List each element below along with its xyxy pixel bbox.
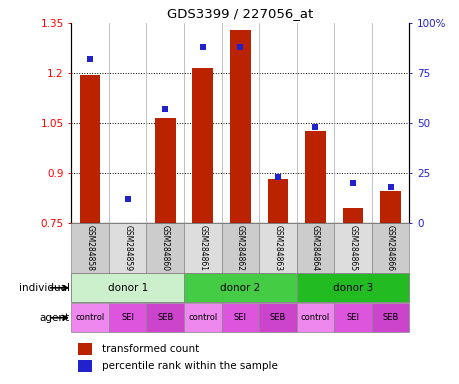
Text: percentile rank within the sample: percentile rank within the sample <box>101 361 277 371</box>
Bar <box>221 303 258 332</box>
Text: GSM284866: GSM284866 <box>385 225 394 271</box>
Bar <box>71 223 109 273</box>
Text: SEI: SEI <box>121 313 134 322</box>
Text: agent: agent <box>39 313 69 323</box>
Bar <box>371 223 409 273</box>
Bar <box>230 30 250 223</box>
Point <box>349 180 356 186</box>
Point <box>236 44 244 50</box>
Bar <box>155 118 175 223</box>
Bar <box>78 343 91 355</box>
Text: donor 2: donor 2 <box>220 283 260 293</box>
Bar <box>146 303 184 332</box>
Bar <box>334 303 371 332</box>
Text: GSM284863: GSM284863 <box>273 225 282 271</box>
Text: GSM284865: GSM284865 <box>348 225 357 271</box>
Point <box>199 44 206 50</box>
Bar <box>71 273 184 302</box>
Point <box>274 174 281 180</box>
Bar <box>71 303 109 332</box>
Bar <box>109 303 146 332</box>
Point <box>86 56 94 62</box>
Bar <box>192 68 213 223</box>
Text: control: control <box>188 313 217 322</box>
Text: GSM284861: GSM284861 <box>198 225 207 271</box>
Text: control: control <box>75 313 105 322</box>
Text: GSM284858: GSM284858 <box>85 225 95 271</box>
Text: transformed count: transformed count <box>101 344 199 354</box>
Text: SEI: SEI <box>233 313 246 322</box>
Bar <box>258 223 296 273</box>
Text: donor 1: donor 1 <box>107 283 147 293</box>
Text: GSM284864: GSM284864 <box>310 225 319 271</box>
Text: SEB: SEB <box>157 313 173 322</box>
Bar <box>334 223 371 273</box>
Bar <box>146 223 184 273</box>
Point <box>386 184 393 190</box>
Title: GDS3399 / 227056_at: GDS3399 / 227056_at <box>167 7 313 20</box>
Bar <box>296 303 334 332</box>
Bar <box>380 191 400 223</box>
Point <box>161 106 168 112</box>
Bar <box>184 273 296 302</box>
Bar <box>371 303 409 332</box>
Text: GSM284860: GSM284860 <box>160 225 169 271</box>
Text: donor 3: donor 3 <box>332 283 372 293</box>
Point <box>311 124 319 130</box>
Bar <box>258 303 296 332</box>
Bar <box>109 223 146 273</box>
Bar <box>267 179 288 223</box>
Text: SEB: SEB <box>381 313 398 322</box>
Bar <box>78 360 91 372</box>
Text: GSM284862: GSM284862 <box>235 225 244 271</box>
Text: SEB: SEB <box>269 313 285 322</box>
Bar <box>79 74 100 223</box>
Bar <box>184 223 221 273</box>
Bar <box>296 273 409 302</box>
Bar <box>342 208 363 223</box>
Text: GSM284859: GSM284859 <box>123 225 132 271</box>
Text: SEI: SEI <box>346 313 359 322</box>
Bar <box>296 223 334 273</box>
Text: individual: individual <box>18 283 69 293</box>
Bar <box>304 131 325 223</box>
Point <box>124 196 131 202</box>
Bar <box>221 223 258 273</box>
Bar <box>184 303 221 332</box>
Text: control: control <box>300 313 330 322</box>
